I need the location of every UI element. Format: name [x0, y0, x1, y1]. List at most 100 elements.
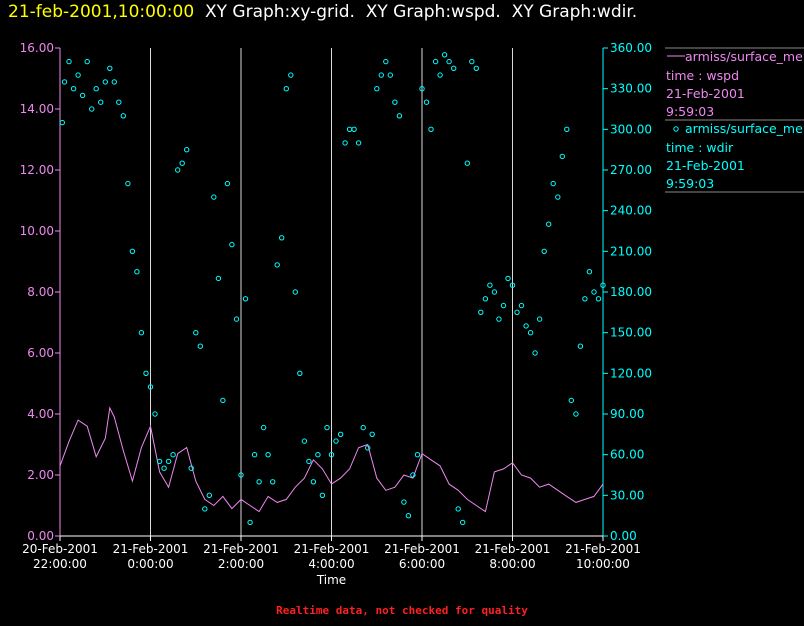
- wdir-point: [591, 289, 597, 295]
- wdir-point: [383, 58, 389, 65]
- wdir-point: [451, 65, 457, 72]
- y-left-tick-label: 6.00: [27, 346, 54, 360]
- wdir-point: [170, 452, 176, 458]
- wdir-point: [419, 86, 425, 92]
- x-tick-label-date: 21-Feb-2001: [475, 542, 551, 556]
- wdir-point: [265, 452, 271, 458]
- wdir-point: [256, 479, 262, 485]
- y-left-tick-label: 2.00: [27, 468, 54, 482]
- x-tick-label-date: 21-Feb-2001: [384, 542, 460, 556]
- y-right-tick-label: 150.00: [610, 326, 652, 340]
- wdir-point: [129, 248, 136, 255]
- wdir-point: [188, 465, 194, 471]
- y-right-tick-label: 0.00: [610, 529, 637, 543]
- wdir-point: [473, 65, 479, 72]
- x-tick-label-time: 10:00:00: [576, 557, 630, 571]
- y-left-tick-label: 8.00: [27, 285, 54, 299]
- y-right-tick-label: 300.00: [610, 122, 652, 136]
- wdir-point: [546, 221, 552, 227]
- wdir-point: [559, 153, 565, 160]
- y-right-tick-label: 240.00: [610, 204, 652, 218]
- wdir-point: [66, 58, 72, 65]
- wdir-point: [455, 506, 461, 512]
- x-tick-label-date: 21-Feb-2001: [113, 542, 189, 556]
- wdir-point: [125, 180, 131, 187]
- wdir-point: [342, 140, 348, 146]
- wdir-point: [247, 519, 253, 526]
- y-right-tick-label: 60.00: [610, 448, 644, 462]
- wdir-point: [496, 316, 502, 322]
- wdir-point: [405, 513, 412, 519]
- wdir-point: [93, 86, 99, 92]
- wdir-point: [514, 309, 520, 315]
- legend-wdir-swatch: [673, 126, 679, 132]
- wdir-point: [482, 296, 489, 302]
- wdir-point: [175, 167, 181, 173]
- wdir-point: [215, 275, 222, 282]
- x-tick-label-time: 4:00:00: [308, 557, 354, 571]
- wdir-point: [193, 330, 199, 336]
- timestamp-label: 21-feb-2001,10:00:00: [8, 2, 195, 22]
- y-right-tick-label: 210.00: [610, 244, 652, 258]
- wdir-point: [337, 431, 344, 437]
- wdir-point: [70, 86, 77, 92]
- wdir-point: [469, 58, 475, 65]
- wdir-point: [410, 472, 416, 478]
- legend-wdir-var: time : wdir: [666, 140, 734, 155]
- wdir-point: [251, 452, 258, 458]
- x-axis-title: Time: [316, 573, 346, 587]
- wdir-point: [401, 499, 407, 505]
- wdir-point: [414, 452, 421, 458]
- wdir-point: [396, 113, 403, 119]
- y-left-tick-label: 16.00: [20, 41, 54, 55]
- x-tick-label-time: 22:00:00: [33, 557, 87, 571]
- wdir-point: [310, 479, 317, 485]
- legend-wspd-name: armiss/surface_me: [685, 49, 803, 64]
- wdir-point: [224, 180, 231, 187]
- wdir-point: [116, 99, 122, 105]
- quality-warning: Realtime data, not checked for quality: [276, 604, 528, 617]
- wdir-point: [387, 72, 393, 78]
- legend-wspd-time: 9:59:03: [666, 104, 714, 119]
- y-right-tick-label: 30.00: [610, 488, 644, 502]
- wdir-point: [84, 58, 90, 65]
- x-tick-label-date: 21-Feb-2001: [294, 542, 370, 556]
- wdir-point: [564, 126, 570, 133]
- y-left-tick-label: 10.00: [20, 224, 54, 238]
- y-right-tick-label: 90.00: [610, 407, 644, 421]
- wdir-point: [229, 241, 235, 248]
- wdir-point: [143, 370, 149, 376]
- wdir-point: [75, 72, 81, 78]
- wdir-point: [260, 424, 267, 431]
- legend-wspd-var: time : wspd: [666, 68, 739, 83]
- wdir-point: [428, 126, 434, 133]
- wdir-point: [536, 316, 543, 322]
- y-right-tick-label: 120.00: [610, 366, 652, 380]
- wdir-point: [301, 438, 308, 444]
- wdir-point: [206, 492, 213, 498]
- wdir-point: [59, 119, 65, 126]
- wdir-point: [238, 472, 244, 478]
- wdir-point: [161, 465, 167, 471]
- wdir-point: [573, 411, 579, 417]
- y-right-tick-label: 330.00: [610, 82, 652, 96]
- wdir-point: [378, 72, 384, 78]
- wdir-point: [365, 445, 371, 451]
- x-tick-label-time: 8:00:00: [489, 557, 535, 571]
- legend-wdir-date: 21-Feb-2001: [666, 158, 745, 173]
- wdir-point: [333, 438, 339, 444]
- wdir-point: [61, 79, 68, 85]
- wdir-point: [274, 262, 280, 268]
- wdir-point: [460, 519, 466, 526]
- wdir-point: [355, 140, 362, 146]
- wdir-point: [120, 113, 127, 119]
- wdir-point: [509, 282, 516, 288]
- wdir-point: [319, 492, 326, 498]
- wdir-point: [211, 194, 217, 200]
- y-left-tick-label: 0.00: [27, 529, 54, 543]
- wdir-point: [242, 296, 249, 302]
- wdir-point: [432, 58, 439, 65]
- chart-title-bar: 21-feb-2001,10:00:00 XY Graph:xy-grid. X…: [8, 2, 637, 22]
- graph-title-wspd: XY Graph:wspd.: [365, 2, 501, 22]
- wdir-point: [500, 302, 507, 309]
